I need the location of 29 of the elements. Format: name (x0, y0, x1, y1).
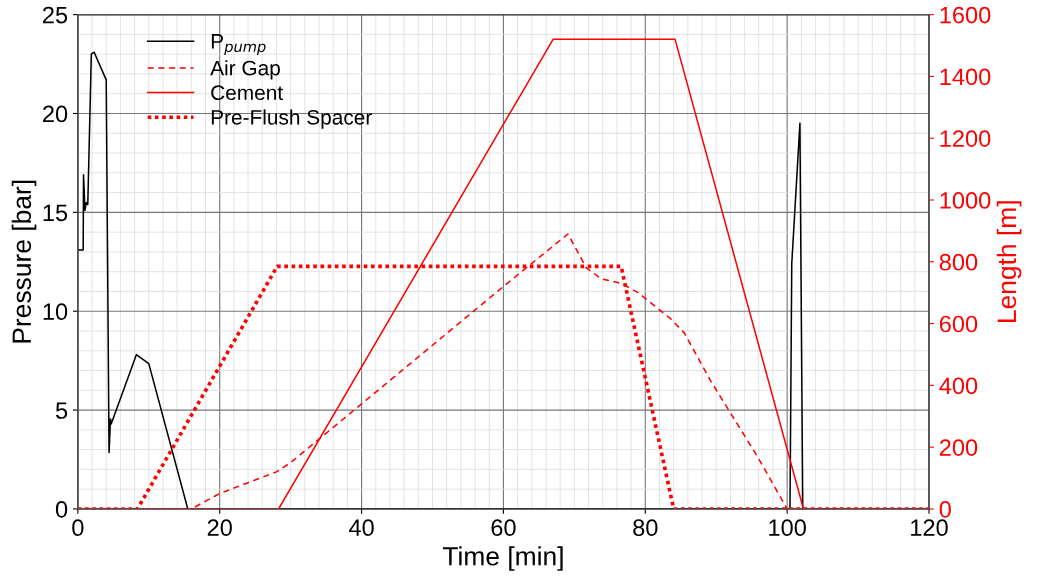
y2-tick-label: 1000 (940, 192, 991, 209)
y2-tick-label: 1200 (940, 130, 991, 147)
legend-label: P$_{pump}$ (211, 34, 266, 55)
y2-tick-label: 400 (939, 377, 978, 395)
y-tick-label: 20 (43, 105, 68, 123)
legend-label: Air Gap (210, 60, 280, 80)
y2-tick-label: 800 (939, 253, 978, 271)
x-axis-title: Time [min] (442, 546, 563, 571)
x-tick-label: 80 (633, 519, 658, 537)
y-tick-label: 15 (43, 204, 68, 222)
x-tick-label: 0 (72, 519, 84, 537)
y-axis-title: Pressure [bar] (11, 180, 37, 343)
y2-tick-label: 600 (939, 315, 978, 333)
y-tick-label: 10 (43, 303, 68, 321)
y2-tick-label: 0 (939, 501, 951, 518)
y2-axis-title: Length [m] (996, 201, 1022, 322)
y-tick-label: 25 (43, 6, 68, 24)
x-tick-label: 20 (207, 519, 232, 537)
y2-tick-label: 1400 (940, 68, 991, 86)
y2-tick-label: 1600 (940, 6, 991, 24)
x-tick-label: 60 (491, 519, 516, 537)
x-tick-label: 120 (911, 519, 948, 537)
y2-tick-label: 200 (939, 439, 978, 456)
y-tick-label: 5 (55, 402, 68, 419)
legend-label: Pre-Flush Spacer (211, 109, 372, 129)
legend-label: Cement (211, 85, 283, 101)
x-tick-label: 40 (348, 519, 374, 537)
x-tick-label: 100 (769, 519, 806, 537)
y-tick-label: 0 (55, 501, 68, 518)
